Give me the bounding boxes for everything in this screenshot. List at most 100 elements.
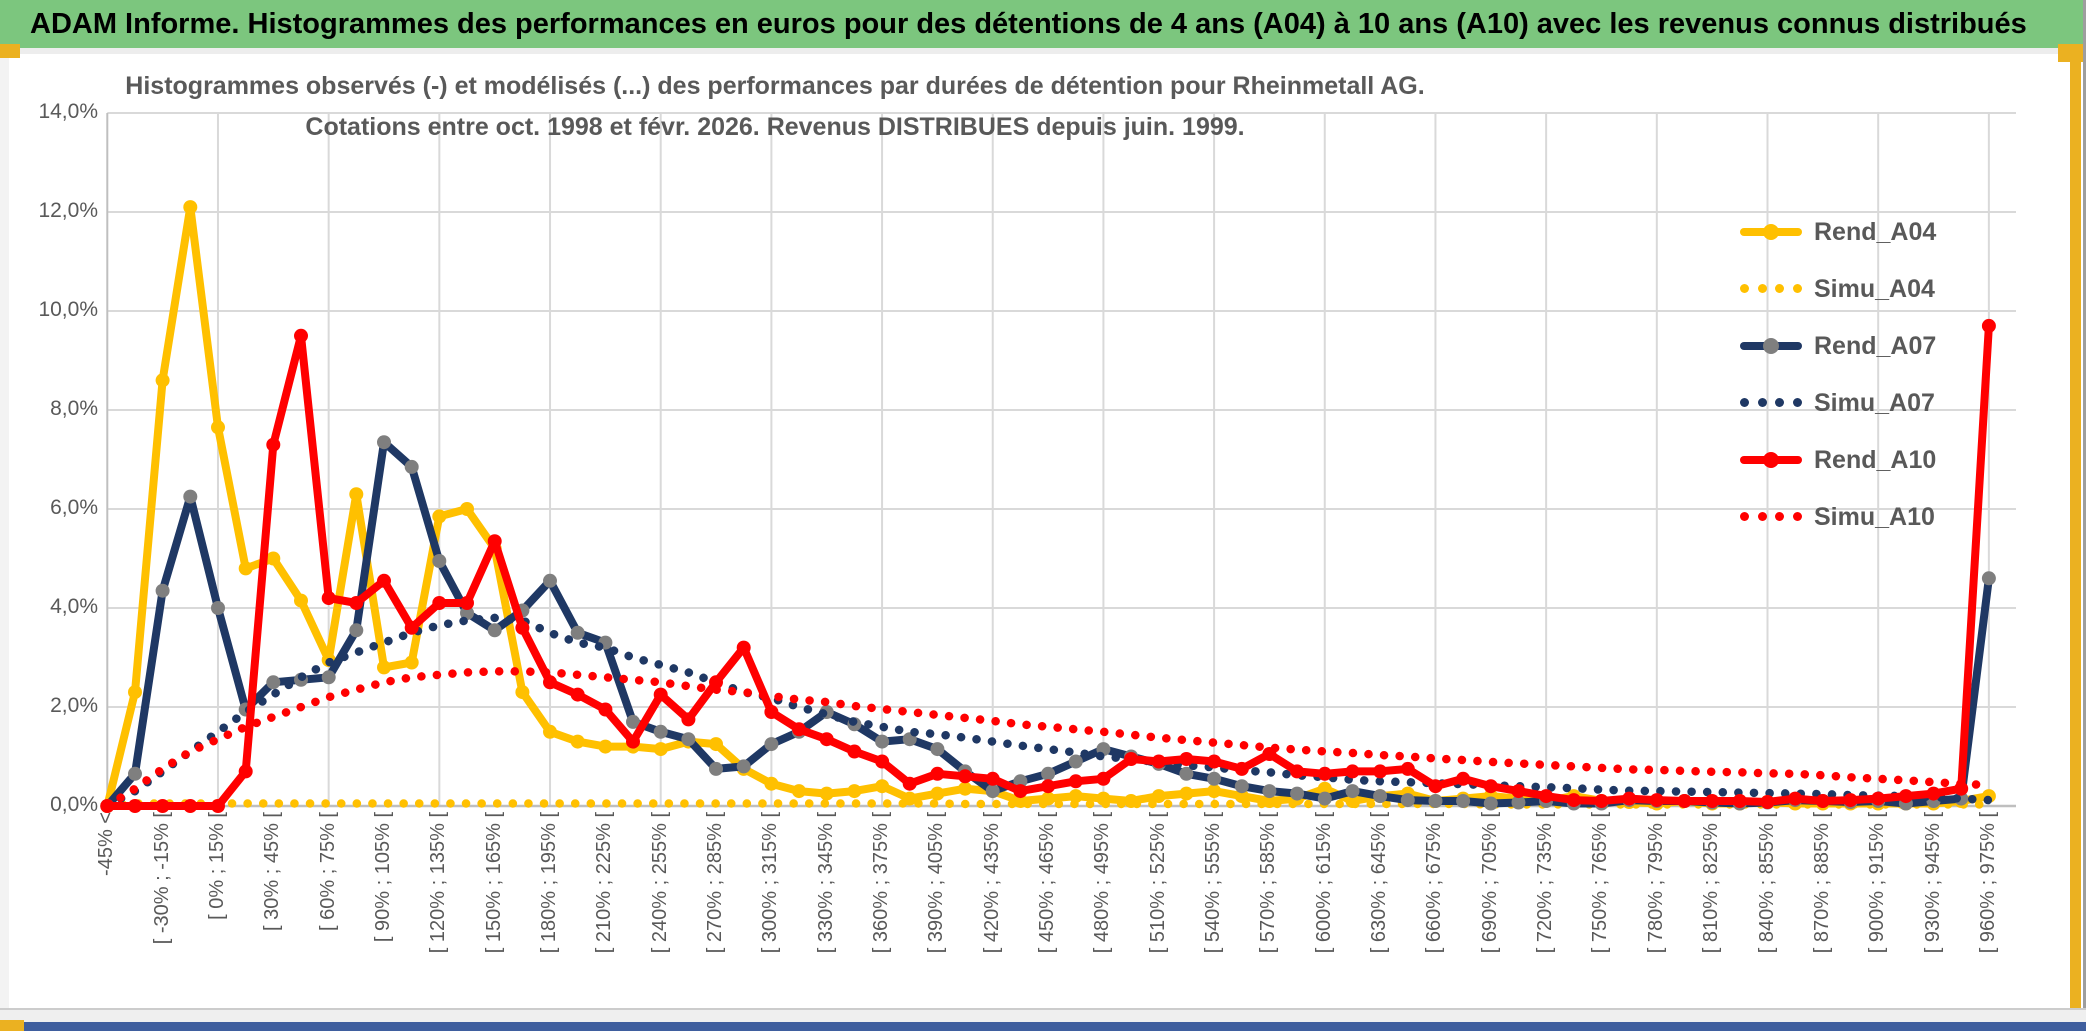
marker-Rend_A10 — [1566, 793, 1581, 808]
marker-Rend_A07 — [1345, 784, 1360, 799]
x-tick-label: [ 870% ; 885% [ — [1810, 812, 1833, 954]
marker-Rend_A07 — [460, 606, 474, 620]
gold-corner-top-left — [0, 44, 20, 58]
x-tick-label: [ 120% ; 135% [ — [427, 812, 450, 954]
marker-Rend_A10 — [1151, 754, 1166, 769]
marker-Rend_A10 — [709, 675, 723, 690]
legend-label: Simu_A04 — [1814, 274, 1935, 303]
x-tick-label: [ 540% ; 555% [ — [1202, 812, 1225, 954]
y-tick-label: 8,0% — [50, 397, 98, 420]
legend-swatch-Simu_A04 — [1740, 269, 1802, 309]
marker-Rend_A07 — [1179, 766, 1194, 781]
marker-Rend_A04 — [598, 739, 613, 754]
legend[interactable]: Rend_A04 Simu_A04 Rend_A07 Simu_A07 Rend_A10… — [1740, 212, 1936, 554]
marker-Rend_A10 — [902, 776, 917, 791]
marker-Rend_A04 — [930, 786, 945, 801]
x-tick-label: [ 630% ; 645% [ — [1368, 812, 1391, 954]
marker-Rend_A04 — [1317, 781, 1332, 796]
marker-Rend_A07 — [1317, 791, 1332, 806]
x-tick-label: [ -30% ; -15% [ — [150, 812, 173, 945]
marker-Rend_A10 — [736, 640, 751, 655]
y-tick-label: 4,0% — [50, 595, 98, 618]
legend-item-Simu_A10[interactable]: Simu_A10 — [1740, 497, 1936, 537]
marker-Rend_A10 — [294, 328, 308, 343]
marker-Rend_A10 — [211, 799, 225, 813]
marker-Rend_A04 — [128, 685, 142, 700]
marker-Rend_A10 — [1871, 791, 1886, 806]
marker-Rend_A04 — [570, 734, 585, 749]
x-tick-label: [ 30% ; 45% [ — [261, 812, 284, 931]
legend-swatch-Simu_A07 — [1740, 383, 1802, 423]
marker-Rend_A04 — [1151, 789, 1166, 804]
marker-Rend_A04 — [183, 200, 198, 215]
marker-Rend_A10 — [183, 799, 198, 813]
marker-Rend_A10 — [1317, 766, 1332, 781]
marker-Rend_A10 — [1428, 779, 1443, 794]
marker-Rend_A10 — [1345, 764, 1360, 779]
marker-Rend_A10 — [1179, 752, 1194, 766]
x-tick-label: [ 90% ; 105% [ — [372, 812, 394, 943]
legend-item-Rend_A10[interactable]: Rend_A10 — [1740, 440, 1936, 480]
series-Rend_A07[interactable] — [103, 438, 1993, 810]
marker-Rend_A10 — [487, 534, 502, 549]
marker-Rend_A10 — [460, 596, 474, 610]
marker-Rend_A04 — [709, 737, 723, 752]
marker-Rend_A10 — [1843, 793, 1858, 808]
marker-Rend_A07 — [128, 766, 142, 781]
marker-Rend_A07 — [487, 623, 502, 638]
chart-title[interactable]: Histogrammes observés (-) et modélisés (… — [110, 66, 1440, 148]
x-tick-label: [ 0% ; 15% [ — [205, 812, 228, 920]
marker-Rend_A10 — [985, 771, 1000, 786]
window-title: ADAM Informe. Histogrammes des performan… — [30, 7, 2027, 40]
marker-Rend_A07 — [432, 554, 447, 568]
marker-Rend_A10 — [764, 705, 779, 719]
marker-Rend_A04 — [1207, 784, 1222, 799]
legend-item-Rend_A07[interactable]: Rend_A07 — [1740, 326, 1936, 366]
legend-swatch-Rend_A10 — [1740, 440, 1802, 480]
series-Rend_A10[interactable] — [103, 321, 1993, 810]
x-tick-label: [ 390% ; 405% [ — [925, 812, 948, 954]
marker-Rend_A04 — [543, 724, 557, 739]
left-margin — [0, 54, 9, 1010]
window-edge-right — [2083, 0, 2086, 1031]
x-tick-label: [ 330% ; 345% [ — [814, 812, 837, 954]
marker-Rend_A07 — [1456, 794, 1471, 808]
legend-item-Simu_A07[interactable]: Simu_A07 — [1740, 383, 1936, 423]
marker-Rend_A10 — [1207, 754, 1222, 769]
marker-Rend_A10 — [349, 596, 364, 610]
series-Simu_A10[interactable] — [103, 667, 1994, 811]
x-tick-label: [ 300% ; 315% [ — [759, 812, 782, 954]
marker-Rend_A10 — [1815, 794, 1830, 808]
series-Simu_A04[interactable] — [103, 799, 1994, 811]
marker-Rend_A04 — [847, 784, 862, 799]
series-Rend_A04[interactable] — [103, 203, 1993, 810]
x-tick-label: [ 720% ; 735% [ — [1534, 812, 1557, 954]
marker-Rend_A07 — [709, 761, 723, 776]
x-tick-label: [ 180% ; 195% [ — [538, 812, 561, 954]
marker-Rend_A10 — [1483, 779, 1498, 794]
x-tick-label: [ 270% ; 285% [ — [704, 812, 727, 954]
legend-item-Simu_A04[interactable]: Simu_A04 — [1740, 269, 1936, 309]
chart-title-line1: Histogrammes observés (-) et modélisés (… — [125, 72, 1425, 100]
marker-Rend_A07 — [985, 784, 1000, 799]
x-tick-label: [ 480% ; 495% [ — [1091, 812, 1114, 954]
y-tick-label: 14,0% — [38, 100, 98, 123]
series-Simu_A07[interactable] — [103, 613, 1994, 811]
x-tick-label: -45% < — [95, 812, 118, 876]
marker-Rend_A07 — [1511, 795, 1526, 810]
marker-Rend_A10 — [1622, 791, 1637, 806]
marker-Rend_A07 — [1234, 779, 1249, 794]
x-tick-label: [ 810% ; 825% [ — [1700, 812, 1723, 954]
marker-Rend_A10 — [1788, 791, 1803, 806]
x-tick-label: [ 210% ; 225% [ — [593, 812, 616, 954]
marker-Rend_A07 — [930, 742, 945, 757]
title-bar: ADAM Informe. Histogrammes des performan… — [0, 0, 2086, 48]
legend-label: Rend_A04 — [1814, 217, 1937, 246]
marker-Rend_A04 — [155, 373, 170, 388]
marker-Rend_A04 — [515, 685, 530, 700]
bottom-scrollbar[interactable] — [0, 1022, 2086, 1031]
legend-item-Rend_A04[interactable]: Rend_A04 — [1740, 212, 1936, 252]
marker-Rend_A07 — [681, 732, 696, 747]
